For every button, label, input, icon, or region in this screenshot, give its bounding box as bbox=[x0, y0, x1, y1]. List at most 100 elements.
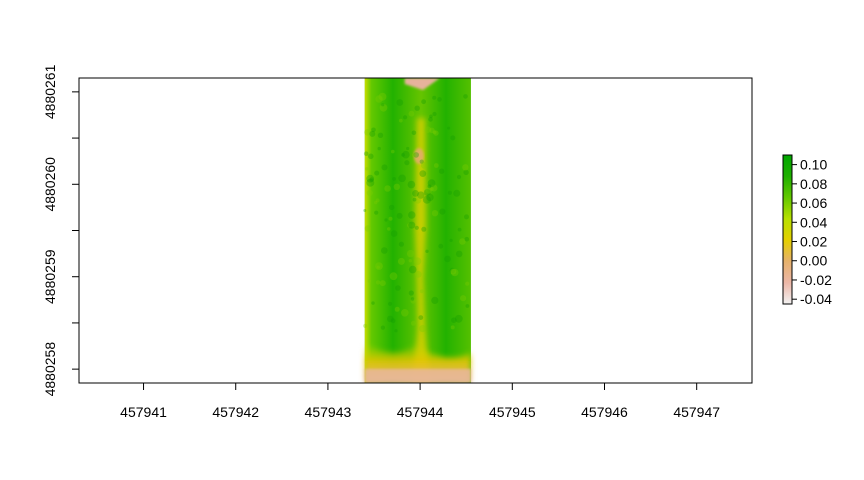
legend-tick-label: 0.08 bbox=[800, 176, 827, 192]
raster-speckle bbox=[419, 159, 424, 164]
raster-speckle bbox=[364, 129, 371, 136]
raster-speckle bbox=[380, 325, 385, 330]
raster-speckle bbox=[432, 111, 437, 117]
raster-speckle bbox=[375, 262, 383, 270]
raster-speckle bbox=[449, 238, 453, 242]
raster-speckle bbox=[418, 315, 424, 320]
raster-speckle bbox=[369, 130, 376, 137]
raster-speckle bbox=[408, 259, 412, 263]
raster-speckle bbox=[381, 247, 388, 254]
raster-speckle bbox=[432, 130, 437, 135]
raster-speckle bbox=[449, 267, 456, 274]
raster-speckle bbox=[384, 185, 391, 192]
raster-speckle bbox=[411, 130, 417, 136]
raster-speckle bbox=[427, 184, 432, 189]
bottom-strip bbox=[364, 369, 471, 383]
raster-speckle bbox=[375, 280, 381, 285]
raster-speckle bbox=[460, 295, 467, 302]
raster-speckle bbox=[365, 167, 369, 171]
raster-speckle bbox=[395, 285, 401, 291]
x-tick-label: 457945 bbox=[489, 404, 536, 420]
raster-speckle bbox=[367, 279, 372, 283]
raster-speckle bbox=[456, 174, 462, 180]
raster-speckle bbox=[406, 146, 410, 151]
raster-speckle bbox=[389, 204, 395, 211]
raster-speckle bbox=[428, 117, 433, 122]
raster-speckle bbox=[381, 103, 385, 107]
raster-speckle bbox=[426, 193, 434, 202]
x-tick-label: 457944 bbox=[397, 404, 444, 420]
raster-speckle bbox=[377, 146, 381, 151]
raster-speckle bbox=[430, 187, 434, 191]
raster-speckle bbox=[375, 198, 380, 203]
raster-speckle bbox=[465, 281, 470, 286]
raster-speckle bbox=[462, 164, 469, 171]
raster-speckle bbox=[427, 179, 436, 188]
raster-speckle bbox=[389, 272, 398, 281]
raster-speckle bbox=[392, 177, 396, 181]
raster-speckle bbox=[453, 189, 461, 197]
raster-speckle bbox=[368, 153, 374, 160]
raster-speckle bbox=[438, 168, 445, 174]
x-tick-label: 457942 bbox=[212, 404, 259, 420]
raster-speckle bbox=[407, 180, 416, 189]
raster-speckle bbox=[414, 105, 420, 111]
raster-speckle bbox=[425, 187, 432, 194]
raster-speckle bbox=[408, 265, 417, 274]
ndvi-raster bbox=[363, 78, 471, 383]
raster-speckle bbox=[374, 210, 379, 215]
raster-speckle bbox=[450, 268, 459, 277]
raster-speckle bbox=[414, 225, 419, 230]
raster-speckle bbox=[431, 296, 439, 304]
plant-row-left bbox=[364, 78, 421, 383]
raster-speckle bbox=[391, 149, 395, 154]
y-tick-label: 4880259 bbox=[42, 249, 58, 304]
raster-speckle bbox=[433, 163, 439, 168]
raster-speckle bbox=[363, 151, 369, 156]
raster-speckle bbox=[457, 227, 462, 232]
raster-speckle bbox=[438, 243, 444, 249]
raster-speckle bbox=[384, 218, 388, 222]
raster-speckle bbox=[398, 174, 406, 183]
raster-speckle bbox=[394, 306, 400, 312]
raster-speckle bbox=[398, 118, 403, 123]
raster-speckle bbox=[401, 153, 405, 157]
raster-speckle bbox=[455, 250, 463, 258]
legend-colorbar bbox=[782, 154, 793, 305]
raster-speckle bbox=[388, 301, 393, 306]
raster-speckle bbox=[419, 325, 427, 333]
raster-speckle bbox=[429, 114, 433, 119]
raster-speckle bbox=[414, 270, 422, 278]
raster-speckle bbox=[403, 115, 408, 120]
color-legend: 0.10 0.08 0.06 0.04 0.02 0.00 -0.02 -0.04 bbox=[782, 154, 832, 307]
raster-speckle bbox=[410, 320, 416, 326]
raster-speckle bbox=[412, 153, 417, 158]
raster-speckle bbox=[447, 190, 452, 195]
raster-speckle bbox=[450, 325, 455, 330]
raster-speckle bbox=[374, 200, 378, 205]
raster-speckle bbox=[420, 162, 428, 169]
legend-tick-label: -0.04 bbox=[800, 291, 832, 307]
legend-tick-label: -0.02 bbox=[800, 272, 832, 288]
legend-tick-label: 0.00 bbox=[800, 253, 827, 269]
raster-speckle bbox=[404, 160, 410, 166]
raster-speckle bbox=[419, 170, 427, 178]
y-tick-label: 4880261 bbox=[42, 64, 58, 119]
y-axis: 4880258 4880259 4880260 4880261 bbox=[42, 64, 79, 396]
raster-speckle bbox=[432, 95, 437, 100]
raster-speckle bbox=[463, 94, 468, 99]
raster-speckle bbox=[378, 92, 387, 101]
raster-speckle bbox=[366, 189, 373, 196]
raster-speckle bbox=[396, 212, 403, 219]
top-edge bbox=[404, 78, 440, 90]
raster-speckle bbox=[423, 189, 431, 196]
raster-speckle bbox=[363, 209, 367, 212]
x-tick-label: 457946 bbox=[581, 404, 628, 420]
raster-speckle bbox=[413, 257, 422, 266]
raster-speckle bbox=[412, 190, 419, 197]
raster-speckle bbox=[366, 178, 375, 187]
raster-speckle bbox=[463, 169, 469, 176]
raster-speckle bbox=[381, 164, 388, 171]
x-axis: 457941 457942 457943 457944 457945 457946 4579… bbox=[120, 383, 720, 420]
